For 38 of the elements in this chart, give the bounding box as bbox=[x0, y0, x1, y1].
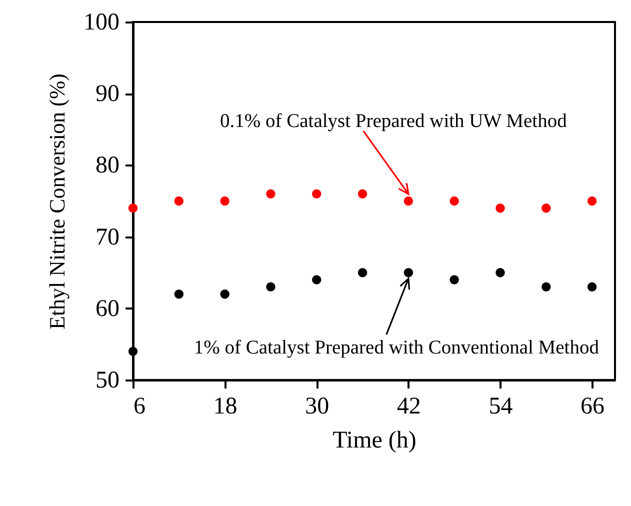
x-tick-label: 54 bbox=[488, 394, 513, 420]
x-tick-label: 18 bbox=[213, 394, 238, 420]
x-tick-label: 42 bbox=[396, 394, 421, 420]
y-tick-label: 90 bbox=[96, 81, 120, 108]
point bbox=[174, 196, 184, 206]
point bbox=[496, 268, 505, 278]
point bbox=[404, 268, 414, 278]
y-tick-label: 60 bbox=[96, 296, 120, 322]
point bbox=[312, 275, 322, 284]
y-tick-label: 50 bbox=[96, 368, 120, 394]
point bbox=[450, 275, 459, 284]
y-tick-label: 80 bbox=[96, 152, 120, 179]
y-tick-label: 100 bbox=[84, 10, 120, 36]
point bbox=[587, 196, 597, 206]
x-tick-label: 66 bbox=[580, 394, 605, 420]
annotation: 1% of Catalyst Prepared with Conventional Method bbox=[194, 338, 600, 359]
y-axis-title: Ethyl Nitrite Conversion (%) bbox=[44, 73, 70, 330]
point bbox=[266, 189, 276, 198]
point bbox=[312, 189, 322, 198]
point bbox=[174, 289, 184, 299]
point bbox=[496, 204, 505, 213]
point bbox=[266, 282, 276, 292]
point bbox=[358, 189, 368, 198]
point bbox=[542, 204, 551, 213]
point bbox=[542, 282, 551, 292]
annotation: 0.1% of Catalyst Prepared with UW Method bbox=[220, 111, 568, 132]
y-tick-label: 70 bbox=[96, 224, 120, 250]
point bbox=[587, 282, 597, 292]
x-tick-label: 30 bbox=[305, 394, 330, 420]
point bbox=[220, 196, 230, 206]
x-axis-title: Time (h) bbox=[332, 428, 416, 454]
point bbox=[404, 196, 414, 206]
x-tick-label: 6 bbox=[134, 394, 146, 420]
point bbox=[128, 346, 138, 356]
point bbox=[220, 289, 230, 299]
point bbox=[450, 196, 459, 206]
point bbox=[128, 204, 138, 213]
point bbox=[358, 268, 368, 278]
